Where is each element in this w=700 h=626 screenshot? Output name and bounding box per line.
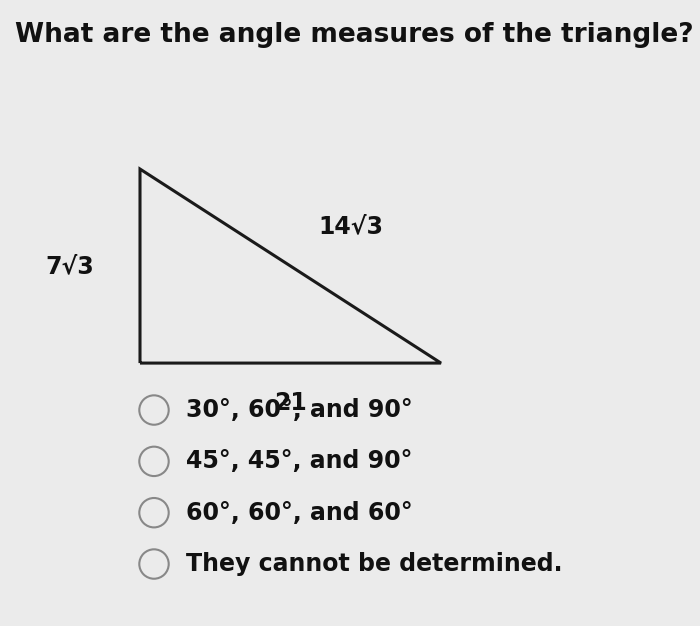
Text: 60°, 60°, and 60°: 60°, 60°, and 60°	[186, 501, 412, 525]
Text: 45°, 45°, and 90°: 45°, 45°, and 90°	[186, 449, 412, 473]
Text: 30°, 60°, and 90°: 30°, 60°, and 90°	[186, 398, 412, 422]
Text: 14√3: 14√3	[318, 214, 384, 238]
Text: They cannot be determined.: They cannot be determined.	[186, 552, 562, 576]
Text: What are the angle measures of the triangle?: What are the angle measures of the trian…	[15, 22, 694, 48]
Text: 21: 21	[274, 391, 307, 415]
Text: 7√3: 7√3	[46, 254, 94, 278]
